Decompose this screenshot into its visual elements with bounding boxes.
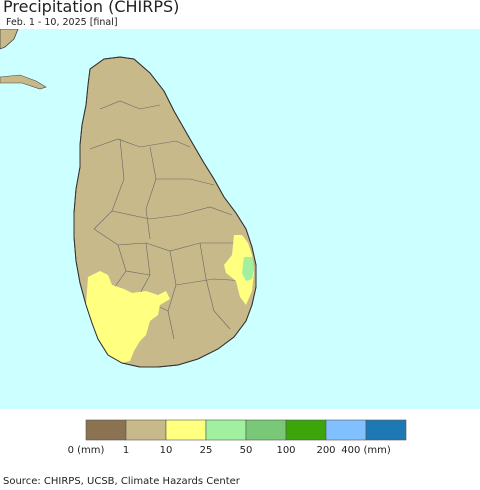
india-coast <box>0 29 19 50</box>
map-title: Precipitation (CHIRPS) <box>3 0 180 16</box>
legend-label: 25 <box>200 445 213 456</box>
east-coast-rain-area <box>224 235 254 305</box>
legend-swatch <box>205 419 247 441</box>
legend-label: 200 <box>316 445 335 456</box>
legend-label: 1 <box>123 445 129 456</box>
legend-swatch <box>365 419 407 441</box>
legend-swatch <box>325 419 367 441</box>
source-credit: Source: CHIRPS, UCSB, Climate Hazards Ce… <box>3 476 240 487</box>
legend-label: 400 (mm) <box>341 445 391 456</box>
southwest-rain-area <box>86 271 170 363</box>
legend-swatch <box>285 419 327 441</box>
map-subtitle: Feb. 1 - 10, 2025 [final] <box>6 17 118 28</box>
precipitation-map <box>0 29 480 409</box>
east-coast-heavy-rain-area <box>242 257 254 281</box>
islands <box>0 74 47 90</box>
sri-lanka-coastline <box>73 56 257 368</box>
legend-label: 50 <box>240 445 253 456</box>
legend-label: 100 <box>276 445 295 456</box>
legend-label: 10 <box>160 445 173 456</box>
legend-swatch <box>125 419 167 441</box>
legend-swatch <box>245 419 287 441</box>
legend-label: 0 (mm) <box>68 445 105 456</box>
legend-swatch <box>165 419 207 441</box>
legend: 0 (mm) 1 10 25 50 100 200 400 (mm) <box>68 419 407 456</box>
legend-swatch <box>85 419 127 441</box>
